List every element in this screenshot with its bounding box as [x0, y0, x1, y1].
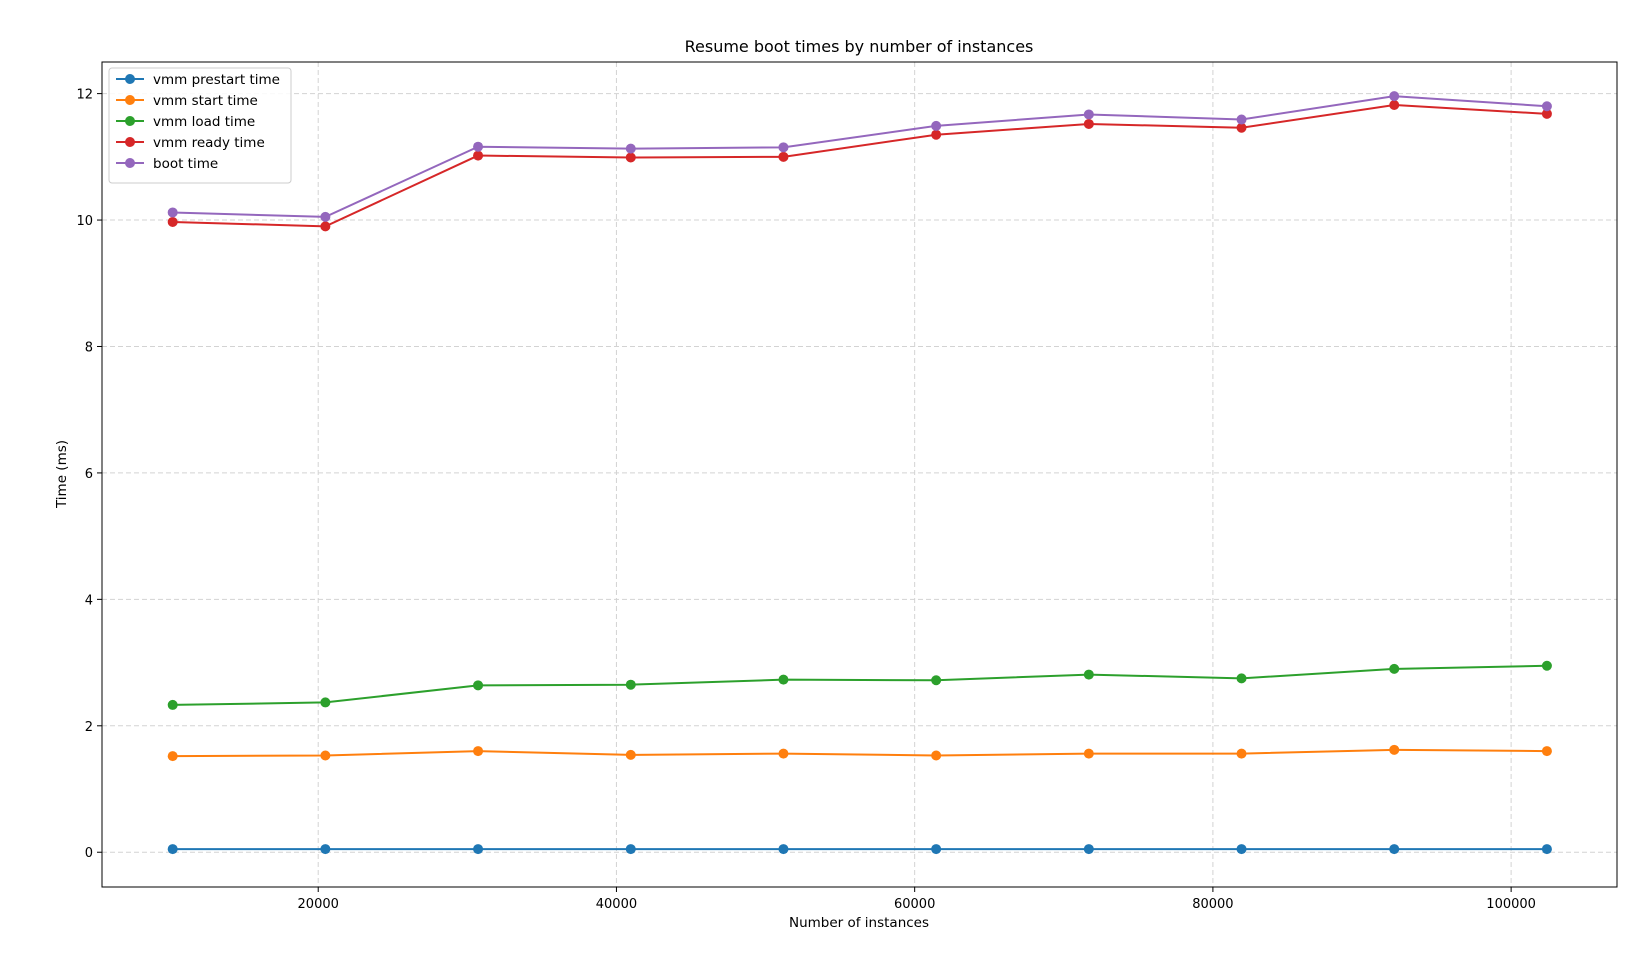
data-point [931, 675, 942, 686]
y-tick-label: 12 [76, 88, 93, 103]
data-point [1541, 101, 1552, 112]
grid-lines [102, 62, 1617, 887]
x-tick-label: 100000 [1486, 897, 1536, 912]
legend-marker [125, 116, 135, 126]
legend-entry: boot time [116, 156, 218, 172]
y-tick-label: 0 [85, 846, 93, 861]
data-point [473, 150, 484, 161]
y-tick-label: 10 [76, 214, 93, 229]
data-point [320, 697, 331, 708]
data-point [320, 211, 331, 222]
legend-entry: vmm ready time [116, 135, 265, 151]
y-tick-label: 2 [85, 720, 93, 735]
data-point [778, 142, 789, 153]
chart-title: Resume boot times by number of instances [685, 37, 1034, 56]
series-line [172, 664, 1547, 706]
legend-marker [125, 95, 135, 105]
y-tick-label: 6 [85, 467, 93, 482]
data-point [1236, 122, 1247, 133]
data-point [167, 844, 178, 855]
y-tick-label: 8 [85, 340, 93, 355]
legend-label: boot time [153, 156, 218, 172]
series-vmm-ready-time [167, 99, 1552, 232]
data-point [1541, 660, 1552, 671]
data-point [778, 151, 789, 162]
legend-entry: vmm start time [116, 93, 258, 109]
data-point [931, 750, 942, 761]
series-line [172, 748, 1547, 758]
data-point [1236, 673, 1247, 684]
legend-box [108, 67, 292, 184]
data-point [1083, 669, 1094, 680]
x-tick-label: 80000 [1192, 897, 1233, 912]
data-point [1541, 844, 1552, 855]
series-vmm-load-time [167, 660, 1552, 710]
x-tick-label: 60000 [894, 897, 935, 912]
data-point [625, 143, 636, 154]
data-point [473, 844, 484, 855]
series-line [172, 95, 1547, 218]
data-point [167, 207, 178, 218]
legend-label: vmm prestart time [153, 72, 280, 88]
data-point [1083, 118, 1094, 129]
data-point [167, 216, 178, 227]
data-point [931, 844, 942, 855]
legend-marker [125, 137, 135, 147]
data-point [1389, 99, 1400, 110]
x-tick-label: 20000 [298, 897, 339, 912]
y-tick-label: 4 [85, 593, 93, 608]
y-axis-label: Time (ms) [54, 440, 70, 509]
axis-ticks: 20000 40000 60000 80000 100000 0 2 4 6 8 10 12 [76, 88, 1535, 912]
data-point [1389, 663, 1400, 674]
data-point [1236, 748, 1247, 759]
legend-label: vmm load time [153, 114, 255, 130]
data-point [625, 844, 636, 855]
series-vmm-start-time [167, 744, 1552, 762]
data-point [1389, 91, 1400, 102]
data-point [1083, 109, 1094, 120]
data-point [1236, 844, 1247, 855]
legend-entry: vmm prestart time [116, 72, 280, 88]
data-point [931, 129, 942, 140]
data-point [1541, 746, 1552, 757]
series-vmm-prestart-time [167, 844, 1552, 855]
legend-marker [125, 74, 135, 84]
data-point [320, 750, 331, 761]
data-point [1389, 844, 1400, 855]
data-point [1236, 114, 1247, 125]
data-point [167, 699, 178, 710]
plot-frame [101, 61, 1618, 888]
data-point [778, 748, 789, 759]
data-point [473, 141, 484, 152]
legend-marker [125, 158, 135, 168]
legend-entry: vmm load time [116, 114, 255, 130]
data-point [1083, 748, 1094, 759]
data-point [473, 746, 484, 757]
series-boot-time [167, 91, 1552, 222]
series-layer [167, 91, 1552, 855]
data-point [1083, 844, 1094, 855]
series-line [172, 103, 1547, 228]
data-point [320, 844, 331, 855]
data-point [931, 120, 942, 131]
data-point [320, 221, 331, 232]
data-point [778, 844, 789, 855]
data-point [625, 749, 636, 760]
data-point [167, 751, 178, 762]
legend-label: vmm start time [153, 93, 258, 109]
x-axis-label: Number of instances [789, 915, 929, 931]
data-point [473, 680, 484, 691]
data-point [1389, 744, 1400, 755]
legend: vmm prestart time vmm start time vmm load … [108, 67, 292, 184]
x-tick-label: 40000 [596, 897, 637, 912]
data-point [1541, 108, 1552, 119]
data-point [625, 152, 636, 163]
data-point [778, 674, 789, 685]
data-point [625, 679, 636, 690]
legend-label: vmm ready time [153, 135, 265, 151]
